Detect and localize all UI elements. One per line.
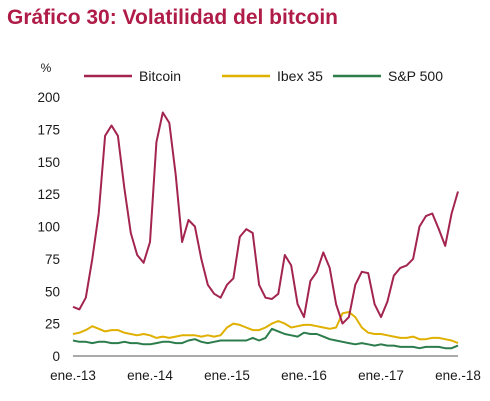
y-tick-label: 200 <box>37 90 60 105</box>
y-tick-label: 0 <box>52 349 60 364</box>
chart-title: Gráfico 30: Volatilidad del bitcoin <box>7 6 338 29</box>
y-tick-label: 175 <box>37 122 60 137</box>
y-tick-label: 25 <box>45 317 60 332</box>
series-line-s-p-500 <box>72 327 459 350</box>
legend: Bitcoin Ibex 35 S&P 500 <box>84 68 443 84</box>
x-tick-label: ene.-17 <box>358 368 404 383</box>
y-tick-label: 50 <box>45 284 60 299</box>
y-tick-label: 150 <box>37 155 60 170</box>
legend-label-s-p-500: S&P 500 <box>388 68 443 84</box>
plot-area <box>72 111 459 350</box>
x-tick-label: ene.-13 <box>50 368 96 383</box>
y-tick-label: 125 <box>37 187 60 202</box>
x-tick-label: ene.-16 <box>281 368 327 383</box>
x-tick-label: ene.-14 <box>127 368 173 383</box>
y-tick-label: 75 <box>45 252 60 267</box>
y-axis: 0 25 50 75 100 125 150 175 200 <box>37 90 60 364</box>
series-line-bitcoin <box>72 111 459 325</box>
y-axis-unit-label: % <box>41 61 52 75</box>
x-tick-label: ene.-18 <box>435 368 481 383</box>
y-tick-label: 100 <box>37 220 60 235</box>
legend-label-bitcoin: Bitcoin <box>139 68 181 84</box>
x-tick-label: ene.-15 <box>204 368 250 383</box>
legend-label-ibex-35: Ibex 35 <box>277 68 323 84</box>
x-axis: ene.-13 ene.-14 ene.-15 ene.-16 ene.-17 ene.-… <box>50 355 481 383</box>
series-line-ibex-35 <box>72 311 459 345</box>
